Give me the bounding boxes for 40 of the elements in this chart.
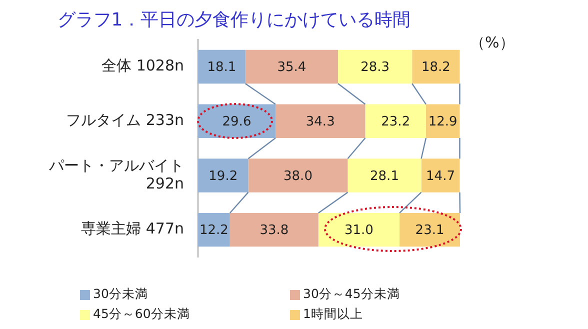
data-label: 12.2 <box>199 223 228 238</box>
legend-label: 30分～45分未満 <box>303 286 400 303</box>
bar <box>338 50 412 84</box>
chart-title: グラフ1．平日の夕食作りにかけている時間 <box>57 9 411 30</box>
bar <box>400 212 460 247</box>
y-tick-label: パート・アルバイト 292n <box>48 156 184 192</box>
legend-label: 1時間以上 <box>303 306 363 323</box>
data-label: 28.1 <box>370 168 399 184</box>
bar <box>198 50 246 84</box>
data-label: 28.3 <box>360 60 390 76</box>
data-label: 18.2 <box>421 60 450 76</box>
y-tick-label: 専業主婦 477n <box>81 220 184 238</box>
bar <box>412 50 460 84</box>
bar <box>230 212 318 247</box>
data-label: 29.6 <box>222 114 252 130</box>
bar <box>198 158 248 192</box>
bar <box>275 104 366 138</box>
data-label: 35.4 <box>277 60 306 76</box>
y-tick-label: 全体 1028n <box>102 56 184 75</box>
data-label: 14.7 <box>426 168 455 184</box>
data-label: 19.2 <box>208 168 238 184</box>
data-label: 33.8 <box>260 223 289 238</box>
legend-label: 45分～60分未満 <box>93 306 190 323</box>
bar <box>318 212 400 247</box>
data-label: 18.1 <box>207 60 236 76</box>
data-label: 34.3 <box>306 114 335 130</box>
legend-label: 30分未満 <box>93 286 148 303</box>
data-label: 38.0 <box>284 168 312 184</box>
text: （%） <box>470 33 514 52</box>
bar <box>348 158 422 192</box>
data-label: 23.2 <box>381 114 410 130</box>
bar <box>245 50 338 84</box>
y-tick-label: フルタイム 233n <box>66 111 184 130</box>
bar <box>198 212 230 247</box>
data-label: 31.0 <box>344 223 374 238</box>
bar <box>421 158 460 192</box>
bar <box>365 104 426 138</box>
bar <box>248 158 348 192</box>
data-label: 23.1 <box>415 223 444 238</box>
data-label: 12.9 <box>428 114 458 130</box>
